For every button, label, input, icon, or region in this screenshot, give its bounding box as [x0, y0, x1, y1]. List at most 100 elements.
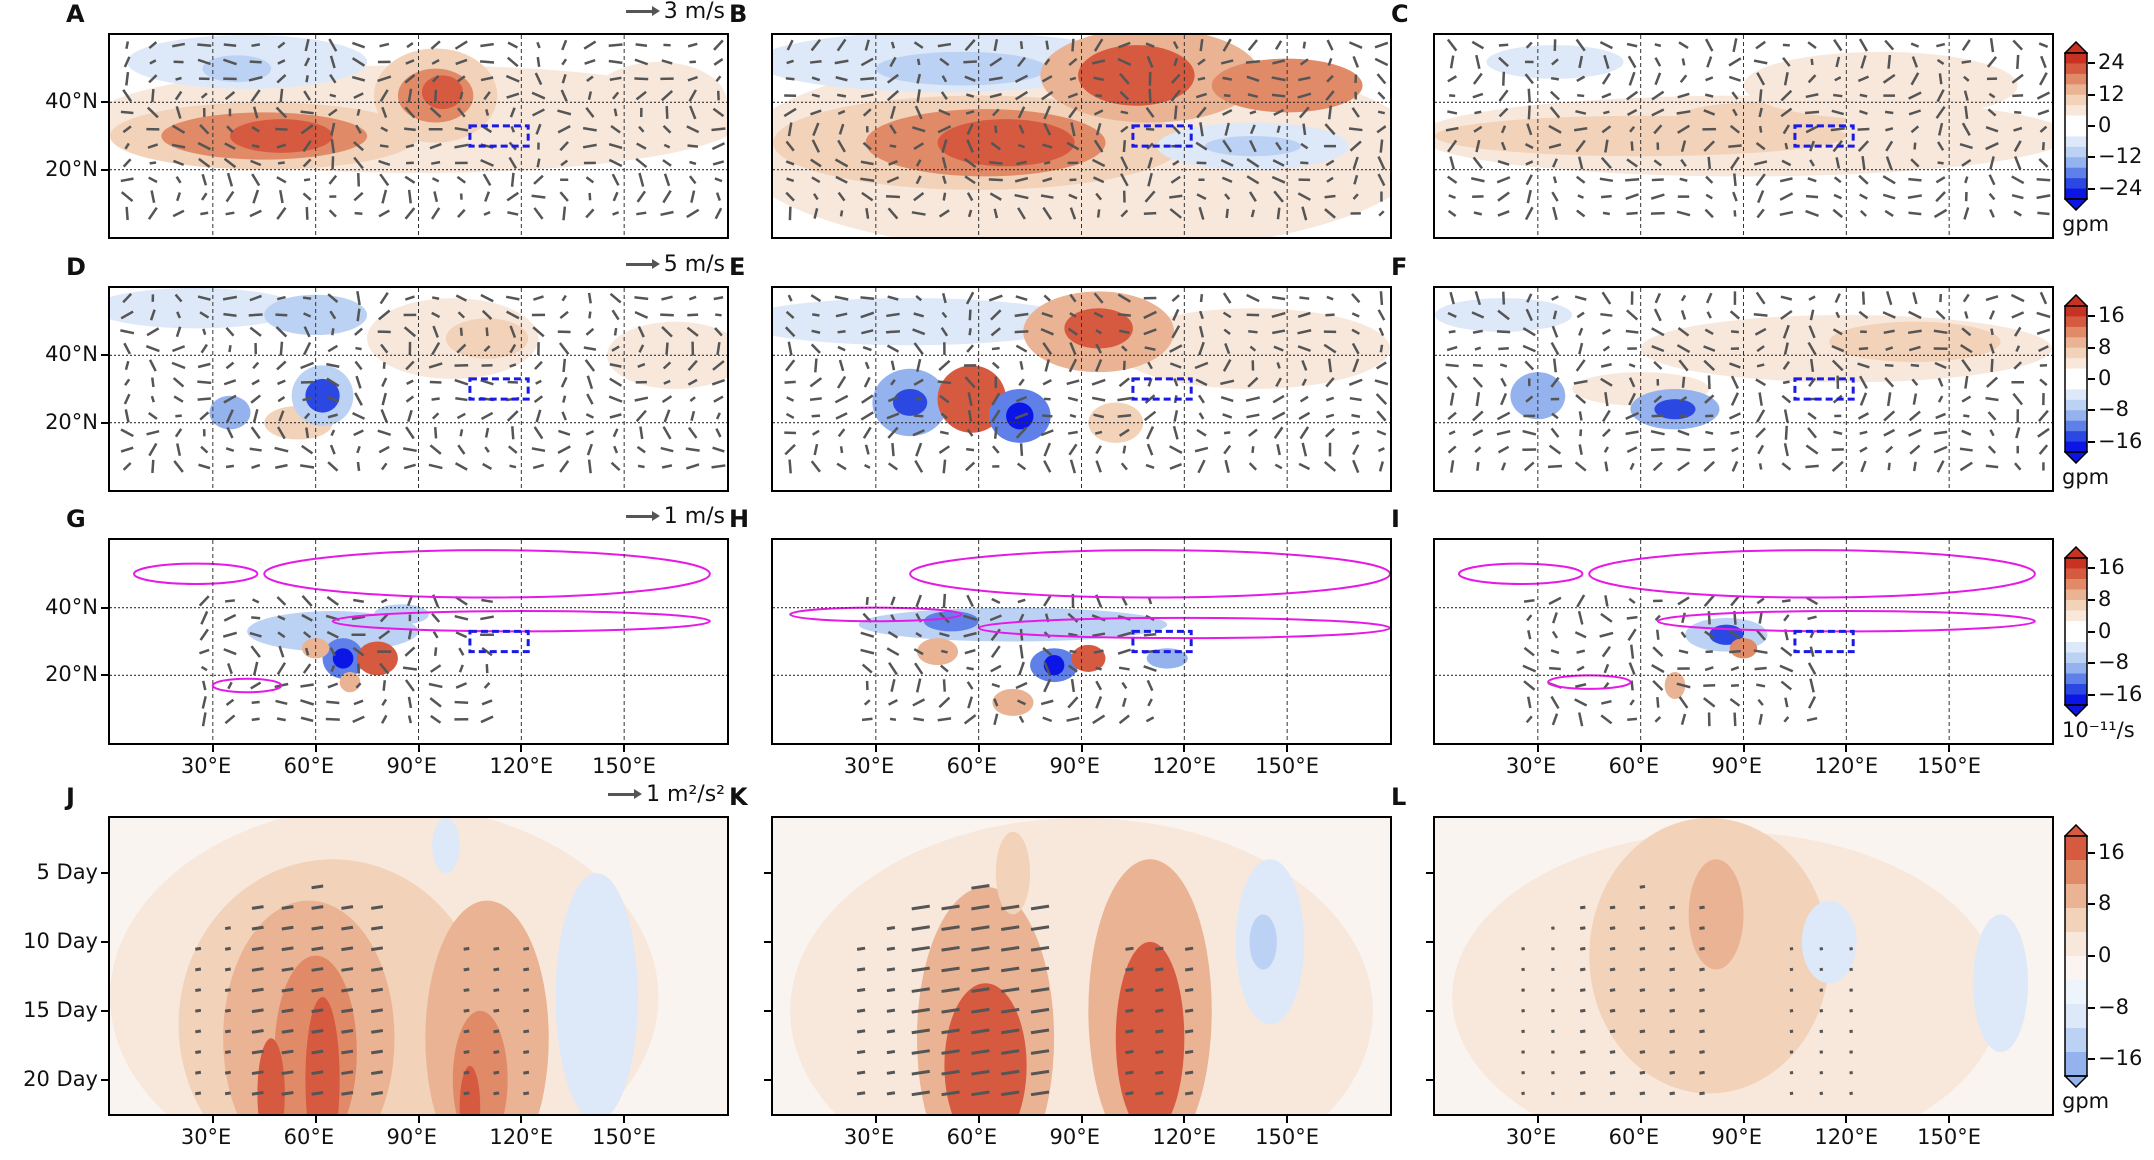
flux-vector — [311, 1090, 324, 1096]
wind-vector — [1068, 57, 1078, 67]
wind-vector — [1988, 92, 1996, 99]
wind-vector — [1069, 342, 1077, 356]
flux-vector — [1125, 946, 1134, 951]
wind-vector — [660, 313, 674, 317]
wind-vector — [200, 343, 208, 354]
wind-vector — [1990, 328, 1994, 336]
wind-vector — [785, 412, 795, 420]
panel-label: I — [1391, 505, 1400, 533]
wind-vector — [1753, 649, 1768, 655]
wind-vector — [584, 359, 596, 372]
wind-vector — [199, 411, 210, 421]
flux-vector — [281, 905, 294, 910]
wind-vector — [1118, 714, 1130, 725]
wind-vector — [148, 74, 158, 84]
flux-vector — [911, 925, 930, 931]
wind-vector — [509, 343, 517, 354]
wind-vector — [810, 294, 822, 303]
wind-vector — [1095, 192, 1103, 201]
flux-vector — [224, 926, 231, 931]
wind-vector — [151, 88, 155, 103]
map-panel-j — [108, 816, 729, 1116]
wind-vector — [634, 296, 649, 301]
tick-mark — [101, 421, 108, 424]
flux-vector — [523, 1070, 530, 1075]
colorbar-segment — [2065, 684, 2087, 695]
wind-vector — [197, 380, 212, 385]
wind-vector — [275, 127, 288, 131]
flux-vector — [941, 1007, 960, 1014]
wind-vector — [1809, 309, 1815, 321]
wind-vector — [1757, 698, 1764, 706]
wind-vector — [1096, 209, 1101, 218]
wind-vector — [1730, 330, 1739, 334]
wind-vector — [197, 58, 211, 66]
flux-vector — [1609, 1070, 1616, 1075]
wind-vector — [1754, 160, 1768, 166]
wind-vector — [1118, 377, 1130, 388]
wind-vector — [1784, 697, 1789, 708]
wind-vector — [483, 91, 491, 101]
flux-vector — [1155, 1070, 1164, 1075]
wind-vector — [1018, 124, 1025, 135]
wind-vector — [351, 57, 366, 67]
wind-vector — [834, 394, 849, 404]
wind-vector — [967, 392, 973, 407]
flux-vector — [1609, 1050, 1616, 1054]
wind-vector — [1910, 158, 1920, 168]
colorbar-frame — [2064, 52, 2088, 200]
wind-vector — [1500, 392, 1508, 406]
wind-vector — [482, 173, 492, 187]
wind-vector — [1067, 430, 1078, 435]
wind-vector — [2038, 444, 2049, 455]
wind-vector — [1170, 89, 1181, 102]
wind-vector — [200, 445, 209, 454]
wind-vector — [1147, 597, 1153, 605]
colorbar-scale — [2064, 294, 2088, 464]
colorbar-max-extension — [2064, 824, 2088, 837]
wind-vector — [428, 362, 443, 369]
map-panel-f — [1433, 286, 2054, 492]
wind-vector — [1472, 329, 1483, 334]
wind-vector — [1885, 291, 1893, 306]
wind-vector — [1884, 110, 1894, 115]
wind-vector — [1325, 313, 1335, 317]
wind-vector — [1963, 75, 1970, 82]
wind-vector — [1377, 91, 1386, 100]
wind-vector — [1298, 411, 1311, 421]
flux-vector — [1669, 1050, 1676, 1054]
wind-vector — [965, 291, 975, 305]
flux-vector — [886, 1049, 896, 1055]
colorbar-tick-label: 8 — [2098, 586, 2112, 611]
wind-vector — [911, 211, 926, 216]
wind-vector — [1654, 43, 1662, 48]
wind-vector — [586, 393, 594, 405]
wind-vector — [1600, 156, 1612, 170]
wind-vector — [685, 447, 700, 452]
colorbar-segment — [2065, 631, 2087, 643]
wind-vector — [1552, 310, 1558, 320]
panel-label: B — [729, 0, 748, 28]
tick-mark — [101, 354, 108, 357]
wind-vector — [561, 39, 568, 51]
wind-vector — [1246, 158, 1260, 168]
wind-vector — [223, 394, 237, 404]
wind-vector — [1783, 409, 1789, 423]
colorbar-segment — [2065, 379, 2087, 390]
wind-vector — [404, 207, 416, 220]
wind-vector — [1730, 666, 1740, 672]
wind-vector — [1016, 699, 1027, 706]
wind-vector — [407, 88, 413, 103]
wind-vector — [837, 191, 846, 202]
tick-mark — [2088, 567, 2095, 570]
wind-vector — [1655, 629, 1660, 640]
wind-vector — [300, 699, 315, 706]
wind-vector — [1067, 664, 1078, 673]
wind-vector — [687, 313, 699, 317]
wind-vector — [431, 612, 441, 623]
wind-vector — [379, 613, 389, 623]
wind-vector — [1679, 74, 1688, 84]
wind-vector — [1474, 446, 1482, 453]
wind-vector — [299, 464, 315, 469]
longitude-tick-label: 120°E — [1152, 754, 1217, 778]
